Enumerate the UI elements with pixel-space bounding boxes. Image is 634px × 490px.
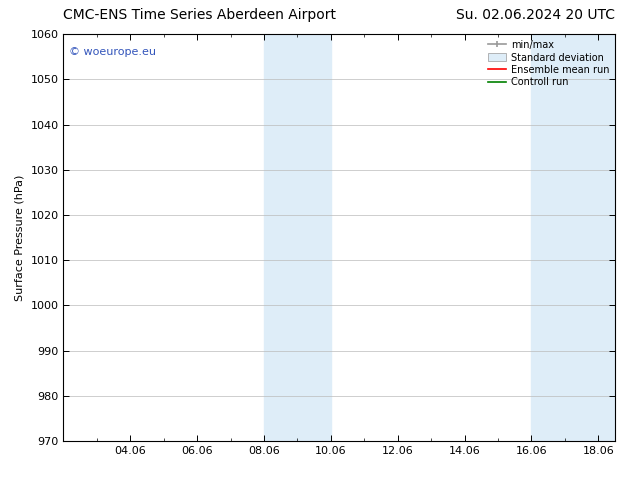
Text: © woeurope.eu: © woeurope.eu [69, 47, 156, 56]
Text: Su. 02.06.2024 20 UTC: Su. 02.06.2024 20 UTC [456, 8, 615, 22]
Y-axis label: Surface Pressure (hPa): Surface Pressure (hPa) [15, 174, 25, 301]
Bar [264, 34, 331, 441]
Text: CMC-ENS Time Series Aberdeen Airport: CMC-ENS Time Series Aberdeen Airport [63, 8, 337, 22]
Legend: min/max, Standard deviation, Ensemble mean run, Controll run: min/max, Standard deviation, Ensemble me… [484, 36, 613, 91]
Bar [531, 34, 615, 441]
